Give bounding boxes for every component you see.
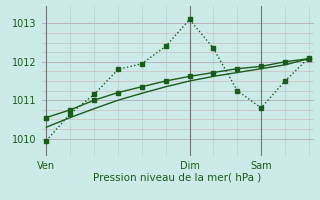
X-axis label: Pression niveau de la mer( hPa ): Pression niveau de la mer( hPa ) (93, 172, 262, 182)
